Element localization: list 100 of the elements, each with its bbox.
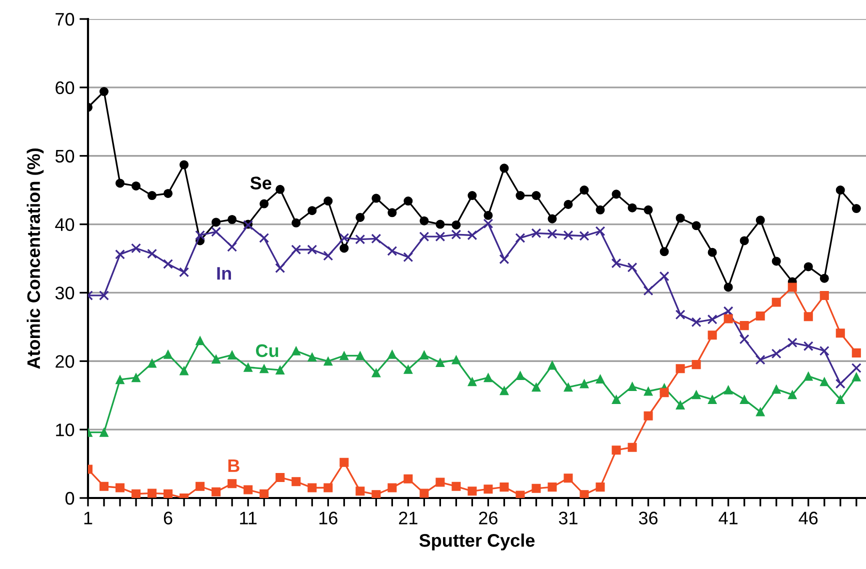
x-axis-title: Sputter Cycle	[419, 534, 535, 550]
point	[420, 216, 429, 226]
point	[355, 234, 366, 244]
point	[324, 356, 333, 366]
y-tick-label: 20	[56, 355, 74, 368]
point	[564, 474, 573, 483]
point	[804, 372, 813, 381]
point	[531, 228, 542, 238]
point	[419, 232, 430, 242]
point	[836, 394, 845, 404]
point	[388, 350, 397, 359]
point	[787, 338, 798, 348]
point	[771, 348, 782, 359]
point	[676, 214, 685, 223]
point	[820, 377, 829, 386]
point	[516, 191, 525, 200]
point	[468, 191, 477, 200]
point	[467, 230, 478, 240]
point	[244, 362, 253, 372]
point	[148, 358, 157, 368]
point	[340, 351, 349, 360]
point	[275, 263, 286, 274]
point	[452, 482, 461, 491]
point	[500, 482, 509, 492]
point	[307, 244, 318, 255]
point	[451, 230, 462, 240]
point	[580, 490, 589, 498]
point	[740, 236, 749, 246]
point	[404, 196, 413, 206]
point	[372, 490, 381, 498]
point	[644, 205, 653, 214]
point	[819, 346, 830, 356]
series-label: In	[217, 267, 231, 280]
point	[292, 346, 301, 356]
point	[452, 355, 461, 364]
point	[308, 206, 317, 216]
point	[420, 488, 429, 498]
x-tick-label: 46	[798, 512, 818, 524]
point	[707, 314, 718, 324]
point	[612, 190, 621, 199]
point	[372, 194, 381, 203]
point	[756, 311, 765, 320]
point	[788, 390, 797, 400]
point	[676, 400, 685, 410]
series-label: B	[228, 459, 240, 472]
point	[228, 479, 237, 488]
point	[596, 374, 605, 384]
point	[148, 488, 157, 498]
point	[436, 220, 445, 229]
point	[260, 364, 269, 374]
point	[403, 252, 414, 262]
point	[132, 373, 141, 382]
point	[852, 204, 861, 214]
point	[532, 382, 541, 392]
point	[484, 210, 493, 220]
point	[212, 487, 221, 496]
point	[116, 483, 125, 492]
point	[436, 358, 445, 368]
point	[147, 248, 158, 259]
point	[548, 214, 557, 224]
point	[292, 477, 301, 486]
point	[772, 256, 781, 266]
point	[308, 483, 317, 492]
point	[484, 484, 493, 494]
point	[196, 482, 205, 491]
point	[836, 186, 845, 195]
point	[708, 330, 717, 340]
point	[99, 87, 109, 96]
point	[564, 200, 573, 209]
point	[724, 385, 733, 394]
point	[547, 228, 558, 239]
point	[276, 472, 285, 482]
point	[580, 379, 589, 388]
point	[371, 234, 382, 244]
point	[387, 246, 398, 256]
point	[323, 250, 334, 261]
x-tick-label: 1	[84, 512, 92, 524]
point	[691, 317, 702, 328]
y-axis-title: Atomic Concentration (%)	[26, 148, 44, 369]
point	[244, 485, 253, 494]
point	[708, 394, 717, 404]
point	[404, 364, 413, 374]
point	[852, 372, 861, 382]
point	[628, 382, 637, 391]
point	[755, 354, 766, 365]
x-tick-label: 26	[479, 512, 498, 524]
point	[99, 482, 109, 491]
point	[372, 368, 381, 378]
point	[563, 230, 574, 240]
point	[356, 486, 365, 496]
point	[163, 258, 174, 269]
point	[212, 218, 221, 227]
point	[612, 394, 621, 404]
point	[195, 230, 206, 240]
point	[500, 164, 509, 173]
point	[724, 282, 733, 292]
point	[115, 249, 126, 260]
point	[660, 247, 669, 256]
point	[596, 205, 605, 214]
x-tick-label: 36	[638, 512, 658, 524]
